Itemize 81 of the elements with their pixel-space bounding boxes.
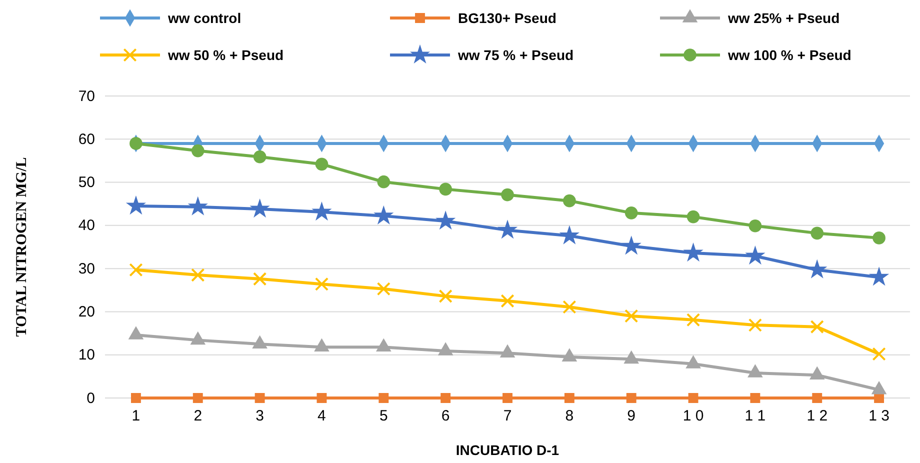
point [378, 393, 389, 403]
point [129, 263, 143, 277]
point [686, 313, 700, 327]
point [624, 206, 638, 220]
x-tick-label: 5 [379, 408, 388, 425]
point [686, 210, 700, 224]
y-tick-label: 0 [86, 390, 95, 407]
point [498, 220, 517, 238]
point [188, 197, 207, 215]
legend-label: ww 50 % + Pseud [167, 47, 284, 63]
y-tick-label: 30 [78, 260, 95, 278]
legend-label: BG130+ Pseud [458, 10, 556, 26]
x-tick-label: 1 1 [744, 408, 766, 425]
point [748, 318, 762, 332]
point [314, 277, 329, 291]
x-tick-label: 2 [194, 408, 202, 425]
point [872, 232, 886, 244]
point [500, 294, 514, 308]
x-tick-label: 1 2 [806, 408, 828, 425]
y-tick-label: 40 [78, 217, 95, 234]
x-tick-label: 4 [318, 408, 326, 425]
point [750, 393, 760, 403]
point [130, 393, 141, 403]
point [872, 347, 886, 361]
legend-label: ww 25% + Pseud [727, 10, 840, 26]
point [684, 244, 702, 261]
point [874, 393, 884, 403]
x-tick-label: 1 [132, 408, 140, 425]
point [560, 226, 578, 244]
legend-label: ww control [167, 10, 242, 26]
y-tick-label: 50 [78, 174, 95, 192]
point [440, 393, 451, 403]
point [126, 196, 145, 214]
point [812, 393, 822, 403]
legend-label: ww 75 % + Pseud [457, 47, 574, 63]
point [622, 236, 640, 254]
point [374, 206, 393, 224]
point [808, 260, 826, 278]
x-tick-label: 6 [441, 408, 450, 425]
point [253, 150, 266, 164]
x-tick-label: 3 [256, 408, 264, 425]
point [436, 212, 455, 229]
point [502, 393, 512, 403]
point [810, 320, 824, 334]
point [563, 194, 576, 208]
y-tick-label: 10 [78, 346, 95, 364]
point [192, 393, 203, 403]
point [626, 393, 636, 403]
point [746, 246, 764, 264]
x-tick-label: 1 0 [682, 408, 704, 425]
point [191, 268, 205, 282]
y-tick-label: 20 [78, 304, 95, 321]
x-tick-label: 8 [565, 408, 574, 425]
x-tick-label: 7 [503, 408, 512, 425]
point [438, 289, 452, 303]
point [315, 158, 328, 171]
point [810, 226, 824, 240]
y-axis-title: TOTAL NITROGEN MG/L [14, 157, 30, 337]
point [624, 309, 638, 323]
point [312, 202, 331, 220]
point [316, 393, 327, 403]
point [748, 219, 762, 232]
point [191, 144, 204, 158]
point [377, 175, 390, 188]
x-axis-title: INCUBATIO D-1 [456, 442, 560, 458]
point [254, 393, 265, 403]
point [501, 188, 514, 202]
point [688, 393, 698, 403]
x-tick-label: 9 [627, 408, 636, 425]
point [562, 300, 576, 314]
x-tick-label: 1 3 [868, 408, 890, 425]
point [130, 137, 142, 150]
y-tick-label: 60 [78, 130, 95, 148]
point [439, 182, 452, 196]
point [564, 393, 574, 403]
y-tick-label: 70 [78, 88, 95, 105]
point [870, 268, 888, 285]
point [250, 200, 269, 217]
point [252, 272, 267, 286]
legend-label: ww 100 % + Pseud [727, 47, 852, 63]
point [376, 282, 390, 296]
